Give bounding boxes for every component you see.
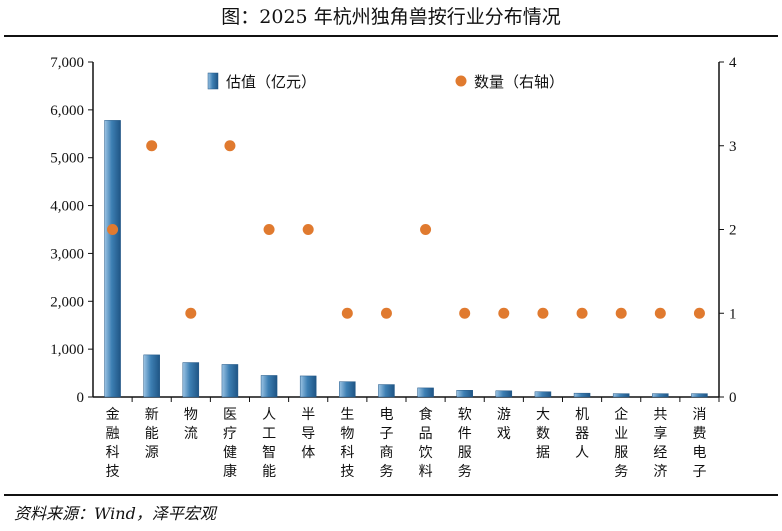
dot <box>302 224 314 235</box>
category-label: 金融科技 <box>106 407 120 480</box>
category-label: 人工智能 <box>262 407 276 480</box>
left-tick-label: 4,000 <box>50 199 84 215</box>
legend-dot-label: 数量（右轴） <box>474 73 564 91</box>
category-label: 机器人 <box>575 407 589 461</box>
legend-bar-swatch <box>207 72 219 90</box>
category-label: 消费电子 <box>692 407 706 480</box>
left-tick-label: 6,000 <box>50 103 84 119</box>
dot <box>615 307 627 319</box>
source-note: 资料来源：Wind，泽平宏观 <box>14 504 216 523</box>
bar <box>299 375 317 398</box>
bar <box>691 393 708 398</box>
bar <box>378 384 395 398</box>
dot <box>693 307 705 319</box>
dot <box>341 307 353 319</box>
dot <box>654 307 666 319</box>
dot <box>224 140 236 152</box>
dot <box>576 307 588 319</box>
bar <box>260 375 278 398</box>
bar <box>143 354 160 398</box>
left-tick-label: 2,000 <box>50 294 84 310</box>
dot <box>498 307 510 319</box>
category-labels: 金融科技 新能源 物流 医疗健康 人工智能 半导体 生物科技 电子商务 食品饮料 软件服务 游戏大数… <box>106 397 720 480</box>
dot <box>537 307 549 319</box>
bar <box>573 392 591 398</box>
right-tick-label: 2 <box>729 223 737 239</box>
bar <box>652 393 669 398</box>
bar <box>417 387 434 398</box>
top-rule <box>4 35 778 37</box>
dot <box>185 307 197 319</box>
bar <box>339 381 356 398</box>
category-label: 医疗健康 <box>223 407 237 480</box>
bar <box>495 390 513 398</box>
dot <box>380 307 392 319</box>
bar <box>534 391 552 398</box>
dot <box>420 224 432 235</box>
left-tick-label: 5,000 <box>50 151 84 167</box>
category-label: 半导体 <box>301 407 315 461</box>
right-tick-label: 0 <box>729 390 737 406</box>
category-label: 电子商务 <box>379 407 393 480</box>
category-label: 食品饮料 <box>419 406 433 480</box>
left-tick-label: 1,000 <box>50 342 84 358</box>
right-tick-label: 1 <box>729 306 737 322</box>
right-tick-label: 4 <box>729 55 737 71</box>
chart-title: 图：2025 年杭州独角兽按行业分布情况 <box>221 6 561 28</box>
category-label: 新能源 <box>145 407 159 461</box>
category-label: 游戏 <box>497 407 511 442</box>
bar-series <box>104 120 708 398</box>
bottom-rule <box>4 494 778 496</box>
legend-bar-label: 估值（亿元） <box>226 73 316 91</box>
right-tick-label: 3 <box>729 139 737 155</box>
left-tick-label: 7,000 <box>50 55 84 71</box>
left-tick-label: 0 <box>77 390 85 406</box>
legend: 估值（亿元） 数量（右轴） <box>207 72 564 91</box>
dot <box>146 140 158 152</box>
dot <box>459 307 471 319</box>
dot-series <box>107 140 705 319</box>
category-label: 软件服务 <box>458 407 472 480</box>
category-label: 大数据 <box>536 407 550 461</box>
dot <box>107 224 119 235</box>
category-label: 物流 <box>184 407 198 442</box>
left-tick-label: 3,000 <box>50 246 84 262</box>
dot <box>263 224 275 235</box>
axes: 0 1,000 2,000 3,000 4,000 5,000 6,000 7,000 0 1 2 3… <box>50 55 737 406</box>
bar <box>612 393 630 398</box>
category-label: 生物科技 <box>340 407 354 480</box>
bar <box>104 120 121 398</box>
bar <box>182 362 200 398</box>
category-label: 共享经济 <box>653 407 667 480</box>
category-label: 企业服务 <box>614 406 628 480</box>
bar <box>221 364 239 398</box>
bar <box>456 390 473 398</box>
legend-dot-swatch <box>455 75 467 87</box>
